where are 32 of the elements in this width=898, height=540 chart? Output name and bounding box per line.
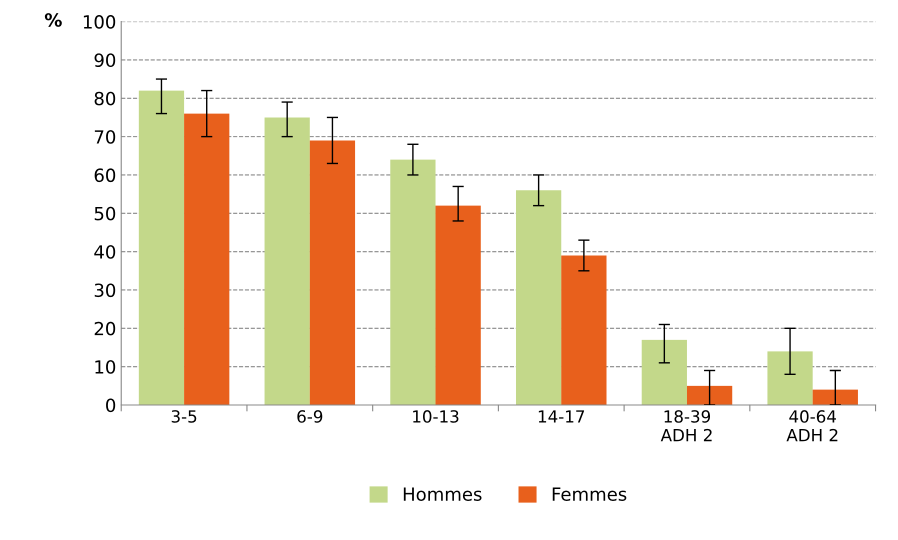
x-tick-label: 18-39 ADH 2	[660, 410, 712, 442]
y-tick-label: 70	[94, 130, 116, 144]
x-tick-label: 14-17	[538, 410, 584, 423]
y-tick-label: 60	[94, 168, 116, 182]
bar	[138, 90, 184, 405]
bar	[686, 386, 732, 405]
bar	[436, 206, 481, 405]
legend-label: Femmes	[552, 488, 626, 501]
x-tick-label: 3-5	[172, 410, 196, 423]
legend-label: Hommes	[404, 488, 482, 501]
y-axis-title: %	[44, 13, 62, 27]
bar	[812, 390, 858, 405]
y-tick-label: 0	[106, 398, 116, 412]
y-tick-label: 30	[94, 283, 116, 298]
x-tick-label: 6-9	[297, 410, 322, 423]
y-tick-label: 40	[94, 245, 116, 259]
y-tick-label: 20	[94, 322, 116, 336]
bar	[516, 190, 562, 405]
bar	[642, 340, 687, 405]
y-tick-label: 50	[94, 206, 116, 220]
x-tick-label: 10-13	[413, 410, 458, 423]
y-tick-label: 100	[84, 15, 116, 29]
y-tick-label: 10	[95, 360, 116, 374]
bar	[390, 160, 436, 405]
bar	[264, 117, 310, 405]
y-tick-label: 90	[94, 53, 116, 68]
x-tick-label: 40-64 ADH 2	[786, 410, 838, 442]
bar	[767, 351, 813, 405]
bar	[561, 255, 607, 405]
y-tick-label: 80	[94, 92, 116, 106]
bar	[310, 140, 356, 405]
bar	[184, 114, 230, 405]
